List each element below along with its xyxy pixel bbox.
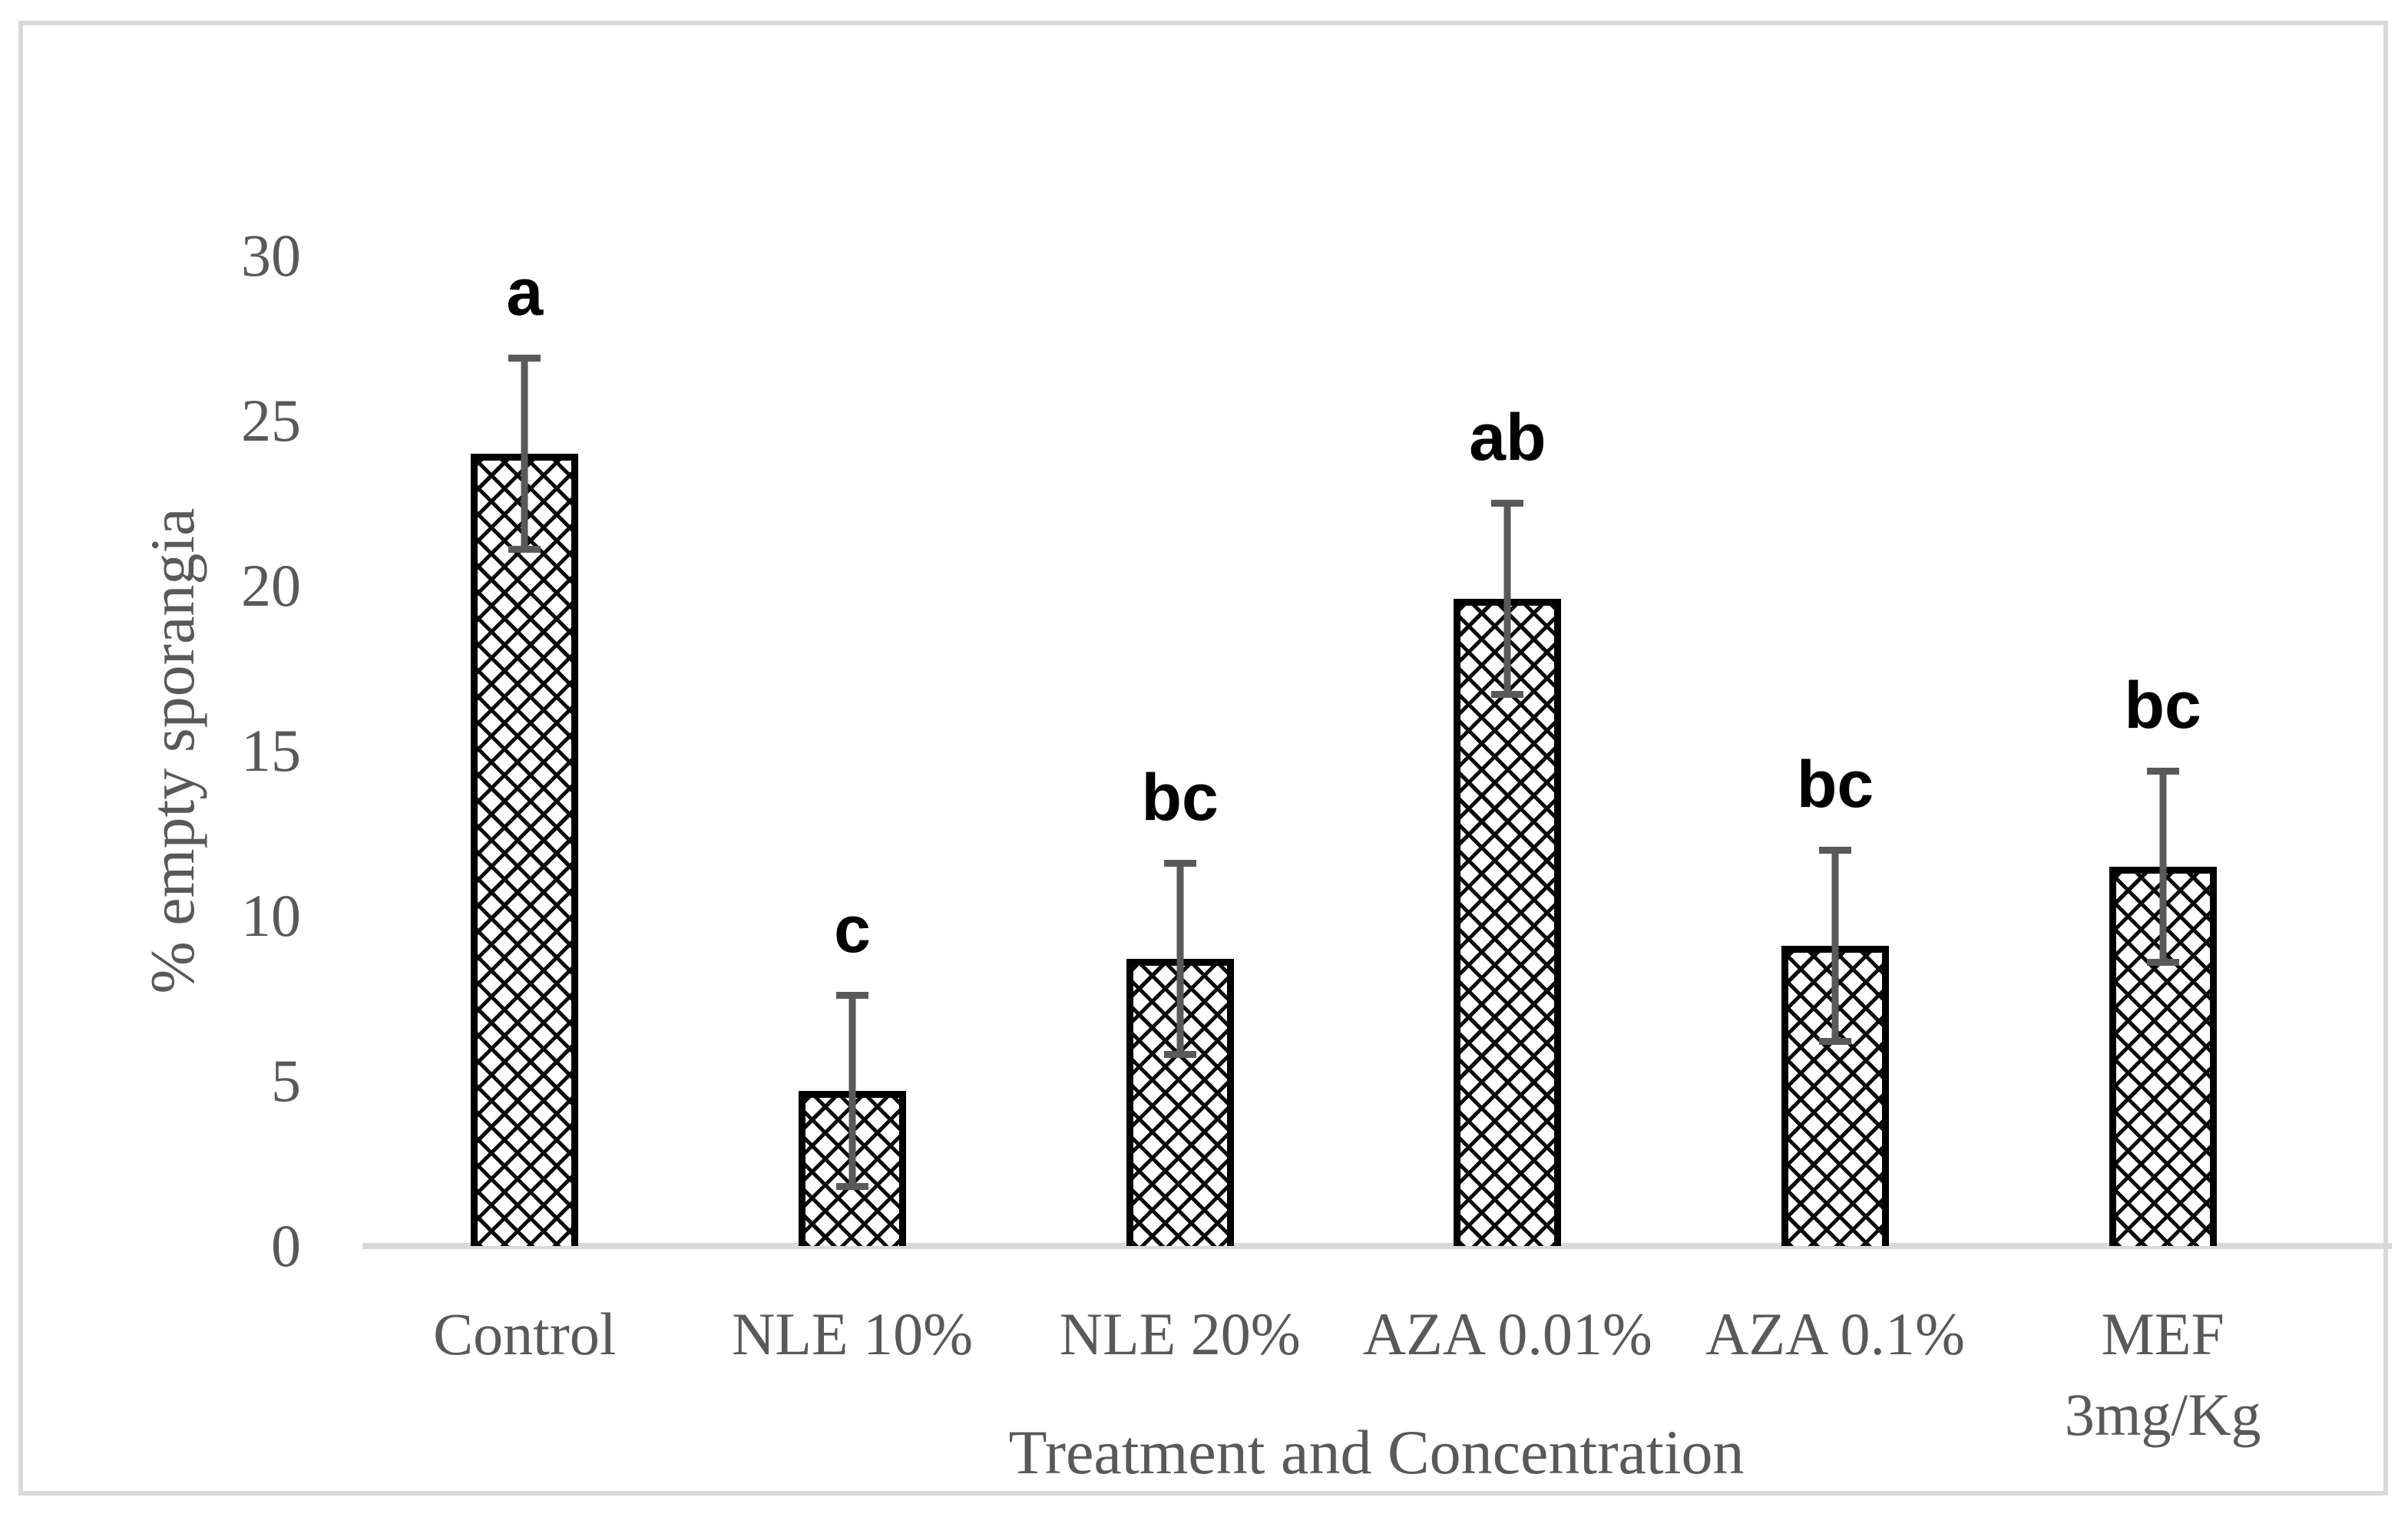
bar-slots: a Control c NLE 10% bc NLE 20% ab AZA 0.01% bc AZ… <box>361 256 2327 1449</box>
significance-letter: c <box>834 892 871 967</box>
error-bar-bottom-cap <box>1819 1037 1852 1045</box>
y-tick-label: 0 <box>271 1212 301 1279</box>
category-label: AZA 0.01% <box>1362 1301 1652 1367</box>
error-bar-bottom-cap <box>1163 1050 1196 1058</box>
error-bar-stem <box>1831 846 1839 1045</box>
error-bar <box>1819 846 1852 1045</box>
plot-area: 0 5 10 15 20 25 30 a Control c NLE 10% bc NLE 20% ab… <box>241 226 2392 1487</box>
bar-group: ab AZA 0.01% <box>1344 256 1672 1367</box>
error-bar-stem <box>848 991 856 1190</box>
error-bar-bottom-cap <box>508 546 541 553</box>
error-bar <box>836 991 868 1190</box>
error-bar-bottom-cap <box>2146 958 2179 966</box>
error-bar <box>508 355 541 553</box>
y-tick-label: 10 <box>241 882 301 949</box>
figure-frame: % empty sporangia 0 5 10 15 20 25 30 a Control c… <box>18 21 2392 1496</box>
category-label: NLE 10% <box>731 1301 974 1367</box>
significance-letter: bc <box>1796 747 1874 821</box>
category-label: MEF 3mg/Kg <box>2064 1301 2261 1449</box>
y-tick-label: 15 <box>241 717 301 784</box>
error-bar-stem <box>1176 859 1184 1058</box>
bar <box>1454 599 1562 1246</box>
error-bar-stem <box>1503 500 1511 699</box>
bar-group: c NLE 10% <box>689 256 1017 1367</box>
y-tick-label: 30 <box>241 222 301 289</box>
bar-group: bc MEF 3mg/Kg <box>1999 256 2327 1449</box>
significance-letter: ab <box>1469 401 1546 475</box>
error-bar-bottom-cap <box>836 1182 868 1190</box>
category-label: NLE 20% <box>1059 1301 1301 1367</box>
significance-letter: bc <box>1141 760 1219 835</box>
bar-group: bc NLE 20% <box>1016 256 1344 1367</box>
bar <box>471 454 579 1246</box>
y-tick-label: 20 <box>241 552 301 619</box>
y-tick-label: 5 <box>271 1047 301 1114</box>
error-bar <box>2146 767 2179 966</box>
x-axis-baseline <box>362 1243 2392 1249</box>
error-bar-bottom-cap <box>1491 691 1524 699</box>
y-tick-label: 25 <box>241 387 301 454</box>
error-bar-stem <box>2159 767 2167 966</box>
bar-group: a Control <box>361 256 689 1367</box>
y-axis-title: % empty sporangia <box>137 507 207 994</box>
category-label: Control <box>433 1301 617 1367</box>
error-bar <box>1163 859 1196 1058</box>
error-bar-stem <box>521 355 528 553</box>
x-axis-title: Treatment and Concentration <box>1008 1417 1745 1487</box>
bar-group: bc AZA 0.1% <box>1672 256 2000 1367</box>
category-label: AZA 0.1% <box>1705 1301 1966 1367</box>
significance-letter: a <box>506 256 544 329</box>
error-bar <box>1491 500 1524 699</box>
significance-letter: bc <box>2124 668 2201 742</box>
